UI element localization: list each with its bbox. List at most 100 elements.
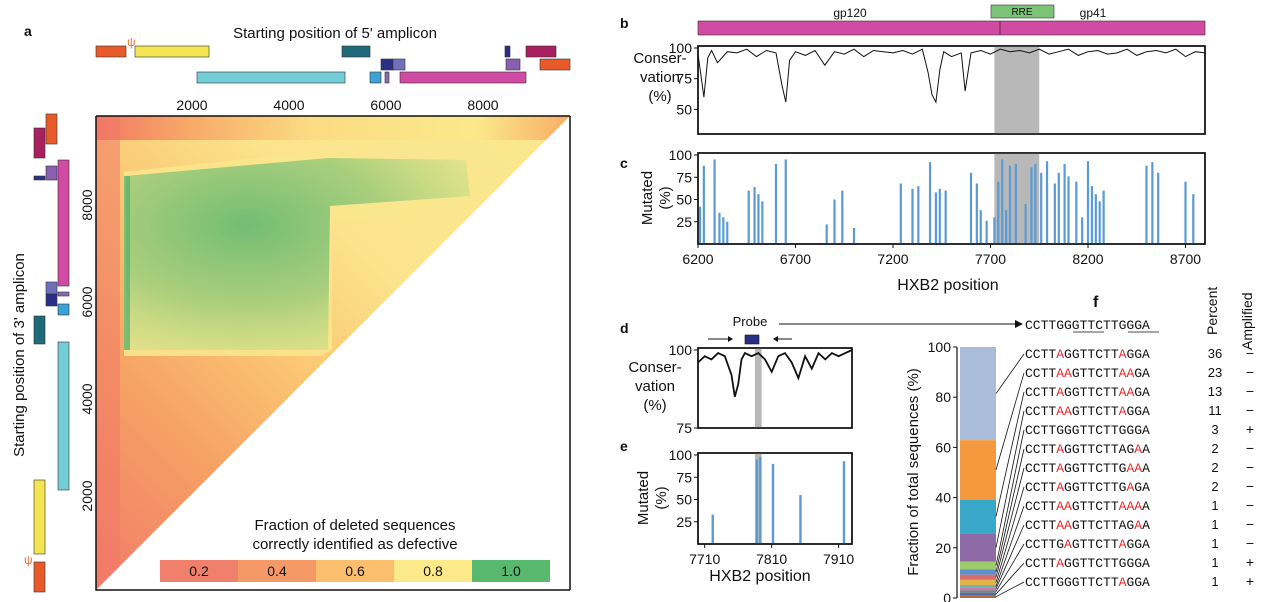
y-ticks-c: 25 50 75 100	[669, 147, 698, 230]
mutation-bar	[713, 159, 716, 244]
leader-lines-f	[995, 353, 1025, 598]
sequence-part: CCTTGGGTTCTTGGGA	[1025, 423, 1150, 438]
legend-swatch-label: 0.4	[267, 563, 287, 579]
panel-d: d Probe Conser- vation (%) 75 100	[620, 314, 1023, 436]
mutation-bar	[1157, 172, 1160, 244]
gene-bar-pol	[196, 71, 346, 84]
mutation-bar	[938, 188, 941, 244]
amplified-flag: +	[1246, 421, 1254, 437]
sequence-part: CCTT	[1025, 480, 1056, 495]
amplified-flag: −	[1246, 345, 1254, 361]
leader-line	[995, 353, 1025, 394]
mutated-base: AA	[1119, 366, 1135, 381]
percent-value: 36	[1208, 346, 1222, 361]
mutation-bar	[1053, 183, 1056, 244]
gene-bar-rev1	[384, 71, 390, 84]
sequence-variant: CCTTAGGTTCTTGAGA	[1025, 480, 1150, 495]
y-label-d-1: Conser-	[628, 359, 681, 376]
percent-value: 1	[1211, 498, 1218, 513]
gene-bar-rev1-left	[57, 291, 70, 297]
sequence-part: GTTCTT	[1072, 366, 1119, 381]
percent-value: 1	[1211, 536, 1218, 551]
legend-swatch	[472, 560, 550, 582]
leader-line	[995, 524, 1025, 590]
reference-sequence: CCTTGGGTTCTTGGGA	[1025, 318, 1150, 333]
mutation-bar	[1045, 161, 1049, 244]
y-tick-label: 80	[935, 389, 951, 405]
sequence-variant: CCTTGGGTTCTTGGGA	[1025, 423, 1150, 438]
y-tick-label: 75	[676, 469, 692, 485]
mutated-base: AA	[1056, 499, 1072, 514]
left-ticks-a: 2000 4000 6000 8000	[79, 189, 95, 511]
leader-line	[995, 467, 1025, 578]
tick-label: 6000	[79, 286, 95, 317]
probe-label: Probe	[733, 314, 768, 329]
x-tick-label: 7200	[877, 251, 908, 267]
mutation-bar	[985, 220, 988, 244]
gp41-label: gp41	[1080, 6, 1107, 20]
mutation-bar	[993, 217, 996, 244]
mutated-base: A	[1134, 442, 1142, 457]
percent-value: 1	[1211, 555, 1218, 570]
x-axis-title-a: Starting position of 5' amplicon	[233, 25, 437, 42]
amplified-flag: −	[1246, 478, 1254, 494]
amplified-flag: −	[1246, 535, 1254, 551]
mutation-bar	[825, 224, 828, 244]
sequence-variant: CCTTAAGTTCTTAGAA	[1025, 518, 1150, 533]
gene-bar-ltr	[95, 45, 127, 58]
mutated-base: AA	[1056, 366, 1072, 381]
gene-bar-vif	[341, 45, 371, 58]
sequence-part: GGTTCTTG	[1064, 480, 1126, 495]
mutation-bar	[1034, 163, 1037, 244]
mutation-bar	[1192, 194, 1195, 244]
mutated-base: A	[1126, 480, 1134, 495]
percent-value: 3	[1211, 422, 1218, 437]
y-tick-label: 100	[928, 339, 952, 355]
mutation-bar	[698, 206, 702, 244]
sequence-part: CCTTG	[1025, 537, 1064, 552]
y-label-e-2: (%)	[653, 486, 670, 509]
mutation-bar	[757, 194, 760, 244]
mutation-bar	[1001, 159, 1004, 244]
stack-segment	[960, 347, 996, 441]
mutation-bar	[841, 190, 844, 244]
sequence-part: GGA	[1126, 575, 1150, 590]
legend-swatch	[316, 560, 394, 582]
y-tick-label: 25	[676, 514, 692, 530]
leader-line	[995, 372, 1025, 471]
sequence-rows-f: CCTTAGGTTCTTAGGA 36 −CCTTAAGTTCTTAAGA 23 −CC…	[1025, 345, 1254, 590]
gene-bar-ltr3-left	[45, 113, 58, 145]
reference-seq-text: CCTTGGGTTCTTGGGA	[1025, 318, 1150, 333]
leader-line	[995, 391, 1025, 517]
gene-bar-nef-left	[33, 127, 46, 159]
y-ticks-d: 75 100	[669, 342, 698, 436]
amplified-flag: −	[1246, 516, 1254, 532]
mutated-base: A	[1119, 537, 1127, 552]
sequence-part: GA	[1134, 480, 1150, 495]
sequence-variant: CCTTAGGTTCTTAGAA	[1025, 442, 1150, 457]
y-tick-label: 100	[669, 40, 693, 56]
panel-label-c: c	[620, 155, 628, 171]
probe-pointer-head	[1015, 320, 1023, 328]
gene-bar-vpr	[369, 71, 382, 84]
mutated-base: A	[1056, 556, 1064, 571]
mutation-bar	[747, 190, 750, 244]
mutation-bar	[1005, 210, 1008, 244]
leader-line	[995, 448, 1025, 573]
mutation-bar	[1145, 165, 1148, 244]
mutation-bar	[944, 190, 947, 244]
y-tick-label: 75	[676, 71, 692, 87]
sequence-part: CCTT	[1025, 499, 1056, 514]
legend-title-line1: Fraction of deleted sequences	[255, 517, 456, 534]
y-label-d-2: vation	[635, 378, 675, 395]
leader-line	[995, 486, 1025, 583]
amplified-flag: −	[1246, 459, 1254, 475]
color-legend-a: Fraction of deleted sequences correctly …	[160, 517, 550, 582]
y-tick-label: 0	[943, 590, 951, 602]
y-tick-label: 60	[935, 439, 951, 455]
percent-value: 11	[1208, 403, 1222, 418]
y-label-e-1: Mutated	[635, 471, 652, 525]
stack-segment	[960, 579, 996, 586]
